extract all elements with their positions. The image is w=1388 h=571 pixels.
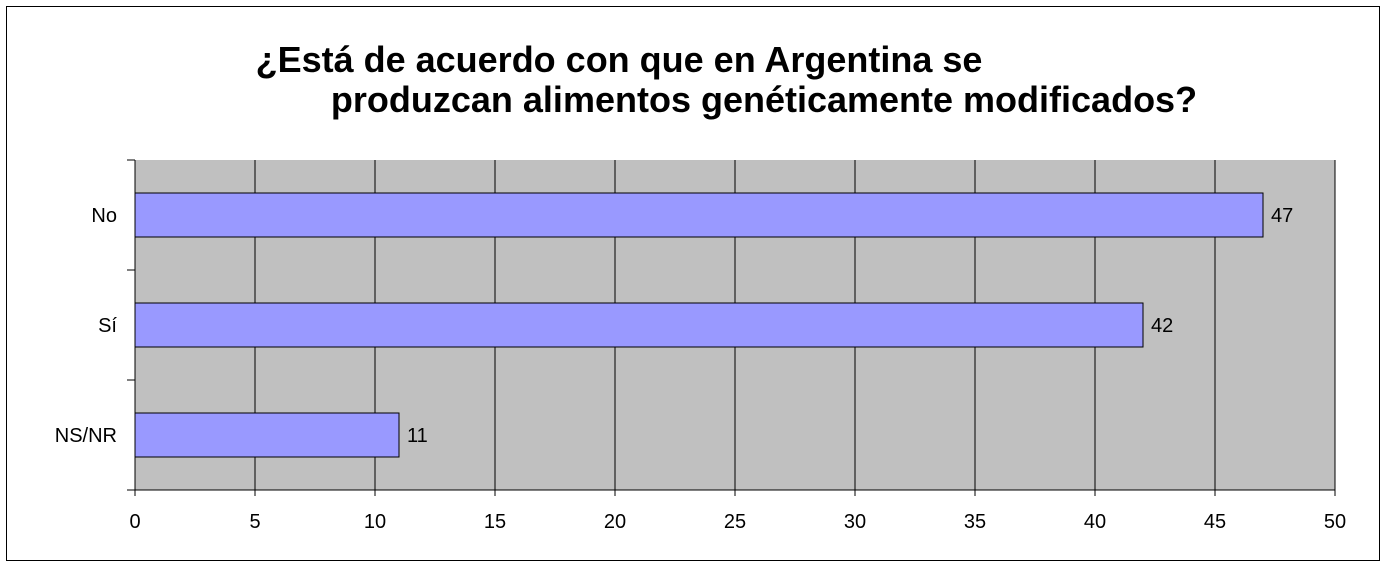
chart-title: ¿Está de acuerdo con que en Argentina se… [0,40,1388,120]
x-tick-label: 35 [964,511,986,533]
data-label: 11 [407,425,428,447]
x-tick-label: 45 [1204,511,1226,533]
x-tick-label: 40 [1084,511,1106,533]
x-tick-label: 10 [364,511,386,533]
data-label: 42 [1151,315,1173,337]
x-tick-label: 25 [724,511,746,533]
chart-title-line-1: ¿Está de acuerdo con que en Argentina se [255,39,983,80]
bar [134,302,1144,348]
x-tick-label: 15 [484,511,506,533]
x-tick-label: 5 [249,511,260,533]
bar [134,192,1264,238]
y-tick-label: No [91,205,117,227]
chart-title-line-2: produzcan alimentos genéticamente modifi… [330,79,1198,120]
x-tick-label: 20 [604,511,626,533]
y-tick-label: NS/NR [55,425,117,447]
x-tick-label: 50 [1324,511,1346,533]
bar [134,412,400,458]
x-tick-label: 30 [844,511,866,533]
data-label: 47 [1271,205,1293,227]
y-tick-label: Sí [98,315,117,337]
x-tick-label: 0 [129,511,140,533]
